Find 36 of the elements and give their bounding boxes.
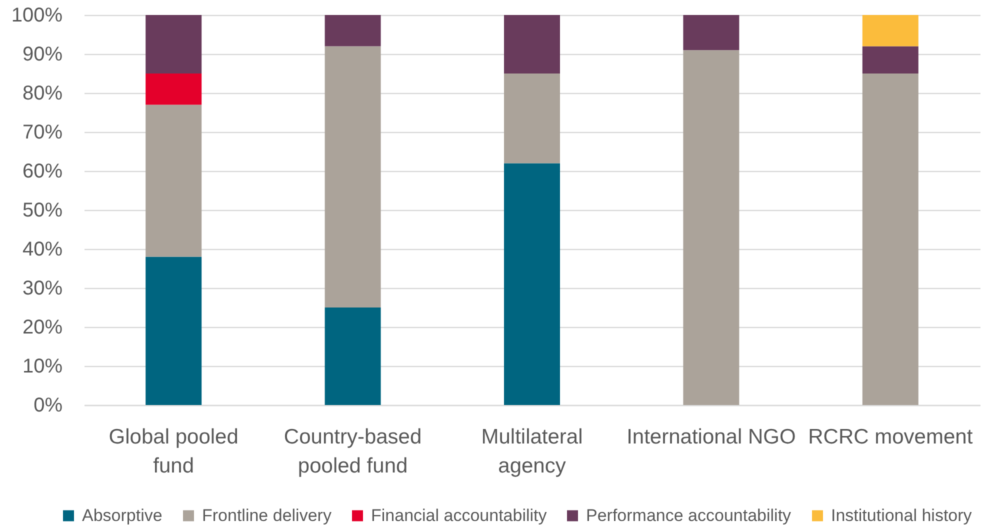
y-tick-label: 40% (22, 238, 63, 260)
bar (146, 256, 202, 405)
x-tick-label: International NGO (626, 426, 796, 448)
bar (862, 15, 918, 46)
y-tick-label: 70% (22, 122, 63, 144)
legend-label: Financial accountability (371, 506, 548, 525)
bar (504, 163, 560, 405)
bar (683, 15, 740, 50)
bar (146, 74, 202, 105)
bar (146, 15, 202, 74)
y-tick-label: 60% (22, 160, 63, 182)
legend-label: Performance accountability (586, 506, 792, 525)
bar (862, 46, 918, 74)
y-tick-label: 10% (22, 356, 63, 378)
x-tick-label: Multilateral agency (481, 426, 583, 478)
bar (504, 74, 560, 164)
legend-label: Institutional history (831, 506, 972, 525)
bar (504, 15, 560, 74)
y-tick-label: 0% (34, 394, 63, 416)
bar (146, 104, 202, 257)
bar (324, 308, 381, 405)
y-tick-label: 30% (22, 278, 63, 300)
y-tick-label: 20% (22, 316, 63, 338)
y-tick-label: 90% (22, 44, 63, 66)
legend-label: Frontline delivery (202, 506, 332, 525)
bar (324, 46, 381, 308)
bar (683, 50, 740, 405)
x-tick-label: Country-based pooled fund (284, 426, 422, 478)
x-tick-label: Global pooled fund (108, 426, 238, 478)
y-tick-label: 50% (22, 200, 63, 222)
y-tick-label: 80% (22, 82, 63, 104)
x-tick-label: RCRC movement (808, 426, 973, 448)
legend-label: Absorptive (82, 506, 162, 525)
y-tick-label: 100% (11, 4, 63, 26)
bar (324, 15, 381, 46)
bar (862, 74, 918, 405)
